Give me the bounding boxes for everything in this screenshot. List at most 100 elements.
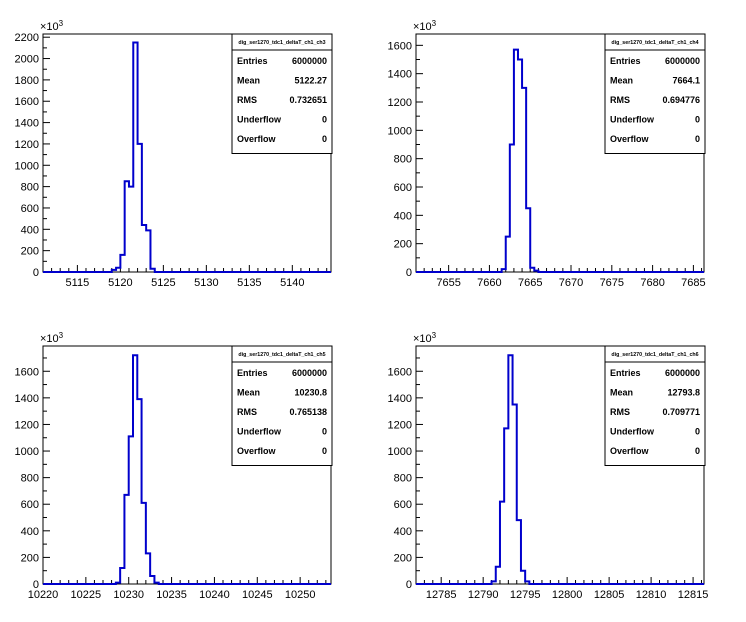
- stats-label: Overflow: [610, 134, 650, 144]
- x-tick-label: 10220: [28, 589, 59, 601]
- histogram-bin: [510, 145, 514, 273]
- histogram-bin: [129, 436, 133, 584]
- histogram-bin: [142, 225, 146, 272]
- x-tick-label: 7660: [477, 277, 501, 289]
- histogram-outline: [43, 354, 331, 585]
- histogram-outline: [43, 41, 331, 273]
- stats-value: 0.694776: [662, 95, 700, 105]
- x-tick-label: 5125: [151, 277, 175, 289]
- histogram-outline: [416, 354, 704, 585]
- y-tick-label: 1200: [15, 139, 39, 151]
- stats-value: 0: [695, 427, 700, 437]
- x-tick-label: 7675: [600, 277, 624, 289]
- y-exponent-power: 3: [59, 331, 64, 340]
- y-exponent-label: ×103: [413, 331, 437, 345]
- x-tick-label: 5140: [280, 277, 304, 289]
- y-tick-label: 1600: [388, 366, 412, 378]
- y-tick-label: 1200: [388, 419, 412, 431]
- x-tick-label: 12795: [510, 589, 541, 601]
- y-tick-label: 1600: [15, 366, 39, 378]
- y-exponent-label: ×103: [40, 19, 64, 33]
- stats-box: [604, 33, 706, 154]
- y-tick-label: 1800: [15, 75, 39, 87]
- y-tick-label: 200: [394, 239, 412, 251]
- stats-value: 0: [695, 115, 700, 125]
- x-tick-label: 10235: [156, 589, 187, 601]
- histogram-bin: [526, 208, 530, 272]
- stats-value: 0.709771: [662, 407, 700, 417]
- histogram-name: dig_ser1270_tdc1_deltaT_ch1_ch5: [238, 352, 325, 358]
- stats-value: 0: [322, 446, 327, 456]
- stats-value: 0.732651: [289, 95, 327, 105]
- histogram-bin: [518, 60, 522, 273]
- y-tick-label: 1600: [388, 40, 412, 52]
- stats-label: RMS: [237, 407, 257, 417]
- x-tick-label: 10230: [113, 589, 144, 601]
- y-exponent-power: 3: [432, 331, 437, 340]
- y-tick-label: 2000: [15, 54, 39, 66]
- histogram-bin: [137, 399, 141, 584]
- y-tick-label: 600: [21, 499, 39, 511]
- histogram-bin: [150, 269, 154, 272]
- stats-value: 10230.8: [294, 388, 327, 398]
- y-tick-label: 1400: [15, 118, 39, 130]
- y-tick-label: 1200: [15, 419, 39, 431]
- histogram-bin: [534, 271, 538, 272]
- y-tick-label: 800: [394, 154, 412, 166]
- stats-value: 7664.1: [672, 76, 700, 86]
- x-tick-label: 10225: [71, 589, 102, 601]
- stats-label: RMS: [237, 95, 257, 105]
- histogram-bin: [496, 567, 500, 584]
- stats-value: 6000000: [292, 368, 327, 378]
- x-tick-label: 12800: [552, 589, 583, 601]
- histogram-bin: [146, 553, 150, 584]
- histogram-outline: [416, 48, 704, 273]
- histogram-bin: [129, 187, 133, 272]
- histogram-panel: 0 200 400 600 800 1000 1200 1400 1600 7655 7660 766…: [388, 19, 706, 289]
- x-tick-label: 7680: [640, 277, 664, 289]
- stats-value: 0: [322, 134, 327, 144]
- x-tick-label: 12810: [636, 589, 667, 601]
- stats-label: Mean: [237, 388, 260, 398]
- y-tick-label: 1400: [388, 69, 412, 81]
- y-tick-label: 0: [33, 267, 39, 279]
- histogram-bin: [124, 495, 128, 584]
- y-tick-label: 200: [394, 552, 412, 564]
- stats-value: 0: [322, 115, 327, 125]
- histogram-bin: [116, 268, 120, 272]
- stats-label: Mean: [610, 76, 633, 86]
- y-tick-label: 600: [21, 203, 39, 215]
- y-tick-label: 0: [406, 579, 412, 591]
- y-tick-label: 1200: [388, 97, 412, 109]
- stats-label: Overflow: [237, 134, 277, 144]
- x-tick-label: 7670: [559, 277, 583, 289]
- y-tick-label: 800: [21, 182, 39, 194]
- histogram-panel: 0 200 400 600 800 1000 1200 1400 1600 10220 10225 1…: [15, 331, 333, 601]
- y-tick-label: 1000: [388, 125, 412, 137]
- y-tick-label: 400: [394, 210, 412, 222]
- x-tick-label: 5115: [66, 277, 90, 289]
- histogram-name: dig_ser1270_tdc1_deltaT_ch1_ch3: [238, 40, 325, 46]
- y-tick-label: 1000: [388, 446, 412, 458]
- y-tick-label: 600: [394, 182, 412, 194]
- histogram-name: dig_ser1270_tdc1_deltaT_ch1_ch4: [611, 40, 698, 46]
- y-tick-label: 1400: [388, 393, 412, 405]
- y-tick-label: 0: [33, 579, 39, 591]
- stats-label: Mean: [610, 388, 633, 398]
- y-tick-label: 1400: [15, 393, 39, 405]
- stats-box: [604, 345, 706, 466]
- histogram-bin: [133, 43, 137, 272]
- x-tick-label: 5130: [194, 277, 218, 289]
- stats-label: Entries: [237, 368, 268, 378]
- stats-label: Entries: [610, 56, 641, 66]
- x-tick-label: 5135: [237, 277, 261, 289]
- histogram-bin: [506, 237, 510, 272]
- histogram-bin: [530, 268, 534, 272]
- histogram-bin: [500, 502, 504, 584]
- histogram-bin: [133, 355, 137, 584]
- stats-value: 12793.8: [667, 388, 700, 398]
- stats-label: Entries: [237, 56, 268, 66]
- y-tick-label: 800: [21, 473, 39, 485]
- histogram-bin: [517, 520, 521, 584]
